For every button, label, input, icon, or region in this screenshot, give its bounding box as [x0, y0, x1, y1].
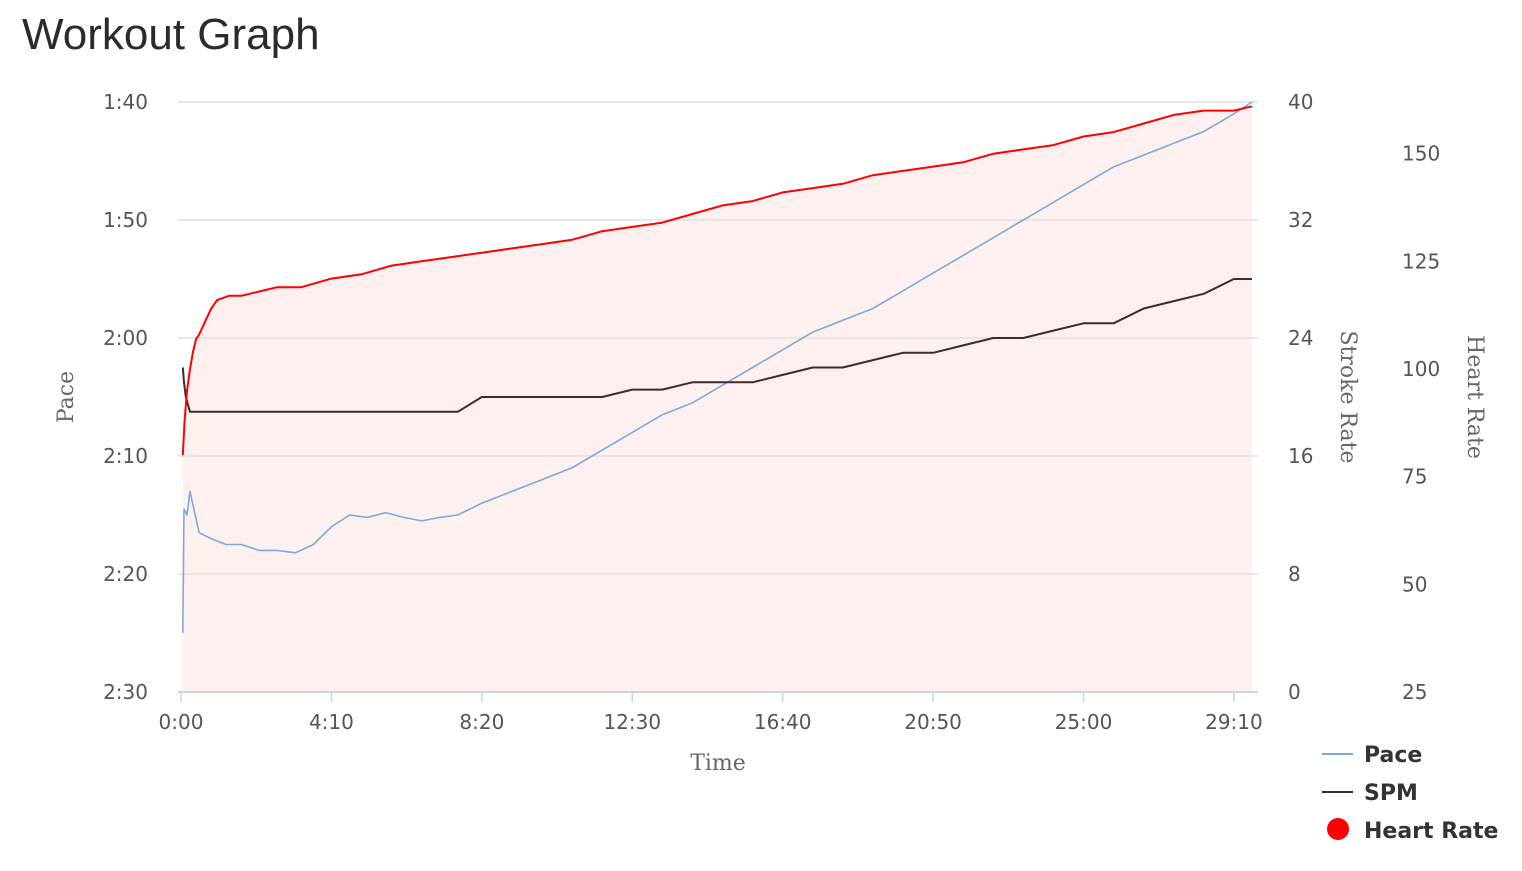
pace-tick-label: 1:50 — [103, 208, 148, 232]
gridlines — [178, 101, 1258, 693]
x-tick-label: 8:20 — [459, 710, 504, 734]
stroke-rate-tick-label: 32 — [1288, 208, 1313, 232]
x-axis-title: Time — [690, 751, 746, 776]
pace-tick-label: 2:10 — [103, 444, 148, 468]
axes: 0:00 4:10 8:20 12:30 16:40 20:50 25:00 29:10 Tim… — [54, 90, 1487, 776]
pace-tick-label: 2:00 — [103, 326, 148, 350]
x-tick-label: 4:10 — [309, 710, 354, 734]
stroke-rate-tick-label: 8 — [1288, 562, 1301, 586]
plot-background — [182, 106, 1252, 693]
pace-tick-label: 2:20 — [103, 562, 148, 586]
heart-rate-tick-label: 50 — [1402, 572, 1427, 596]
heart-rate-axis-title: Heart Rate — [1462, 335, 1487, 459]
pace-tick-label: 1:40 — [103, 90, 148, 114]
legend: Pace SPM Heart Rate — [1322, 743, 1498, 844]
x-tick-label: 16:40 — [754, 710, 812, 734]
spm-line — [181, 278, 1252, 413]
x-tick-label: 20:50 — [904, 710, 962, 734]
spm-legend-label: SPM — [1364, 781, 1418, 806]
heart-rate-line — [181, 105, 1253, 456]
page-title: Workout Graph — [22, 10, 320, 59]
heart-rate-legend-marker — [1327, 818, 1349, 840]
x-tick-label: 25:00 — [1055, 710, 1113, 734]
pace-line — [182, 101, 1253, 634]
x-tick-label: 0:00 — [159, 710, 204, 734]
x-tick-label: 12:30 — [603, 710, 661, 734]
stroke-rate-tick-label: 24 — [1288, 326, 1313, 350]
heart-rate-area — [182, 106, 1252, 693]
heart-rate-tick-label: 75 — [1402, 465, 1427, 489]
x-tick-label: 29:10 — [1205, 710, 1263, 734]
pace-axis-title: Pace — [54, 371, 79, 423]
series-lines — [181, 101, 1253, 634]
stroke-rate-tick-label: 16 — [1288, 444, 1313, 468]
pace-tick-label: 2:30 — [103, 680, 148, 704]
stroke-rate-tick-label: 40 — [1288, 90, 1313, 114]
heart-rate-tick-label: 25 — [1402, 680, 1427, 704]
heart-rate-tick-label: 125 — [1402, 249, 1440, 273]
stroke-rate-tick-label: 0 — [1288, 680, 1301, 704]
heart-rate-legend-label: Heart Rate — [1364, 819, 1498, 844]
pace-legend-label: Pace — [1364, 743, 1422, 768]
heart-rate-tick-label: 100 — [1402, 357, 1440, 381]
heart-rate-tick-label: 150 — [1402, 142, 1440, 166]
stroke-rate-axis-title: Stroke Rate — [1335, 330, 1360, 463]
